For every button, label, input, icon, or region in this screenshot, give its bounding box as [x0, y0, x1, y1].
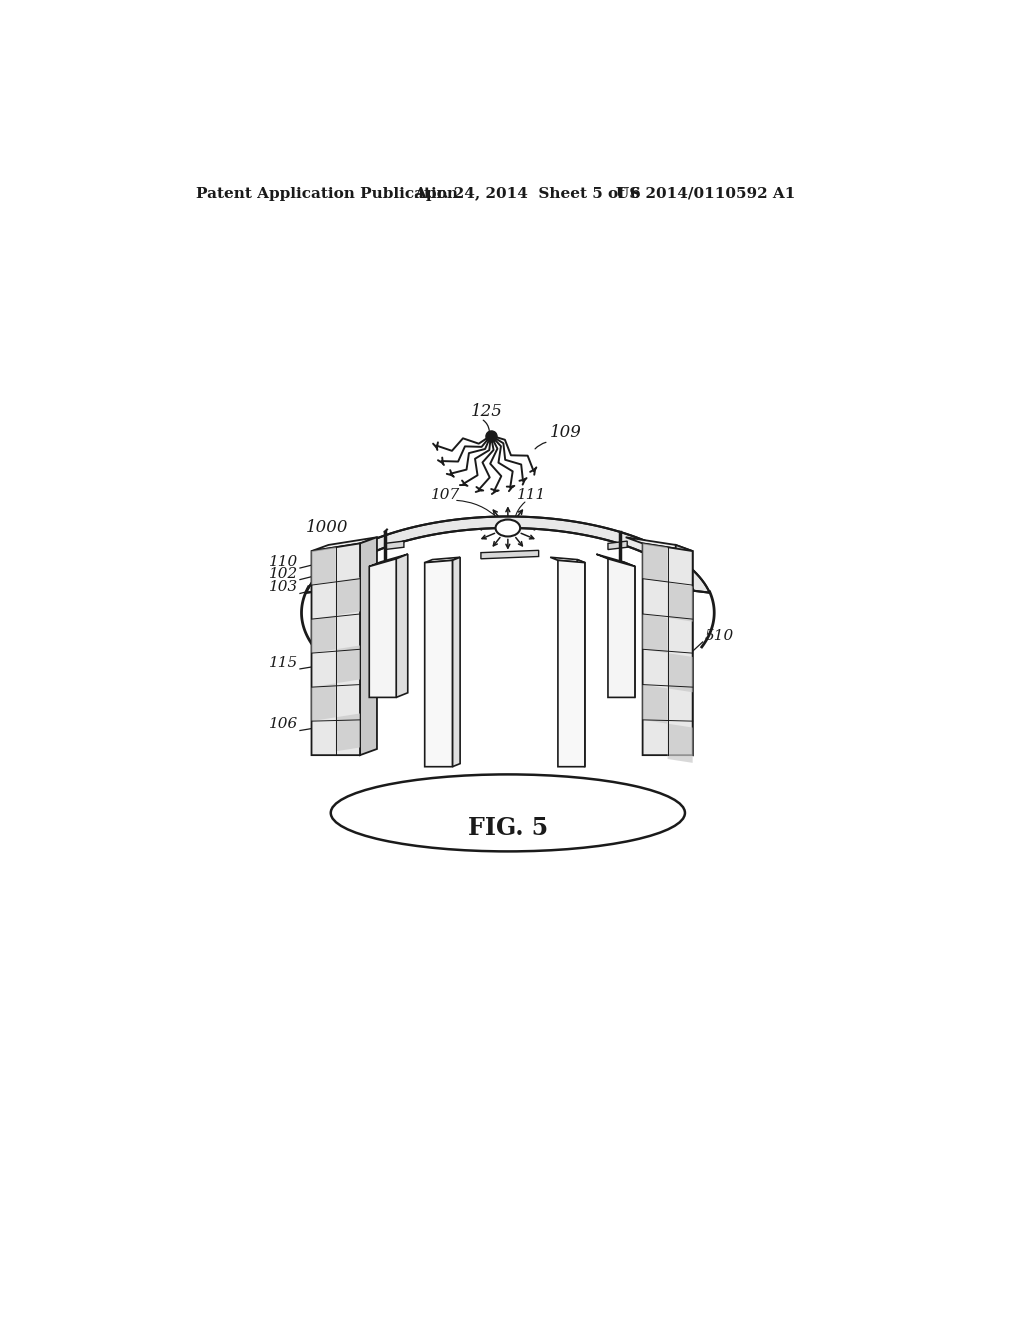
Polygon shape — [425, 557, 460, 562]
Polygon shape — [643, 614, 668, 653]
Text: Apr. 24, 2014  Sheet 5 of 6: Apr. 24, 2014 Sheet 5 of 6 — [414, 187, 641, 201]
Text: 102: 102 — [269, 568, 298, 581]
Text: 510: 510 — [705, 628, 733, 643]
Text: 115: 115 — [269, 656, 298, 669]
Polygon shape — [608, 541, 628, 549]
Text: 107: 107 — [431, 488, 460, 502]
Polygon shape — [336, 577, 360, 615]
Polygon shape — [370, 558, 396, 697]
Polygon shape — [360, 537, 377, 755]
Ellipse shape — [496, 520, 520, 536]
Polygon shape — [643, 544, 668, 582]
Text: 1000: 1000 — [306, 519, 348, 536]
Text: FIG. 5: FIG. 5 — [468, 816, 548, 840]
Polygon shape — [370, 554, 408, 566]
Polygon shape — [336, 645, 360, 684]
Polygon shape — [311, 537, 377, 552]
Polygon shape — [336, 713, 360, 751]
Polygon shape — [396, 554, 408, 697]
Text: 106: 106 — [269, 717, 298, 731]
Polygon shape — [624, 562, 635, 697]
Polygon shape — [578, 560, 585, 767]
Text: 103: 103 — [269, 581, 298, 594]
Polygon shape — [608, 558, 635, 697]
Polygon shape — [668, 723, 692, 763]
Text: 111: 111 — [517, 488, 547, 502]
Polygon shape — [643, 544, 692, 755]
Polygon shape — [481, 550, 539, 558]
Polygon shape — [668, 653, 692, 692]
Polygon shape — [425, 561, 453, 767]
Text: 110: 110 — [269, 556, 298, 569]
Polygon shape — [306, 516, 710, 593]
Text: 109: 109 — [550, 424, 582, 441]
Polygon shape — [311, 544, 360, 755]
Polygon shape — [311, 684, 336, 721]
Text: 125: 125 — [470, 404, 502, 420]
Polygon shape — [676, 545, 692, 755]
Polygon shape — [453, 557, 460, 767]
Polygon shape — [668, 582, 692, 622]
Text: US 2014/0110592 A1: US 2014/0110592 A1 — [615, 187, 795, 201]
Polygon shape — [643, 685, 668, 723]
Text: Patent Application Publication: Patent Application Publication — [196, 187, 458, 201]
Polygon shape — [311, 548, 336, 585]
Polygon shape — [311, 615, 336, 653]
Polygon shape — [385, 541, 403, 549]
Polygon shape — [550, 557, 585, 562]
Polygon shape — [626, 537, 692, 552]
Polygon shape — [596, 554, 635, 566]
Polygon shape — [558, 561, 585, 767]
